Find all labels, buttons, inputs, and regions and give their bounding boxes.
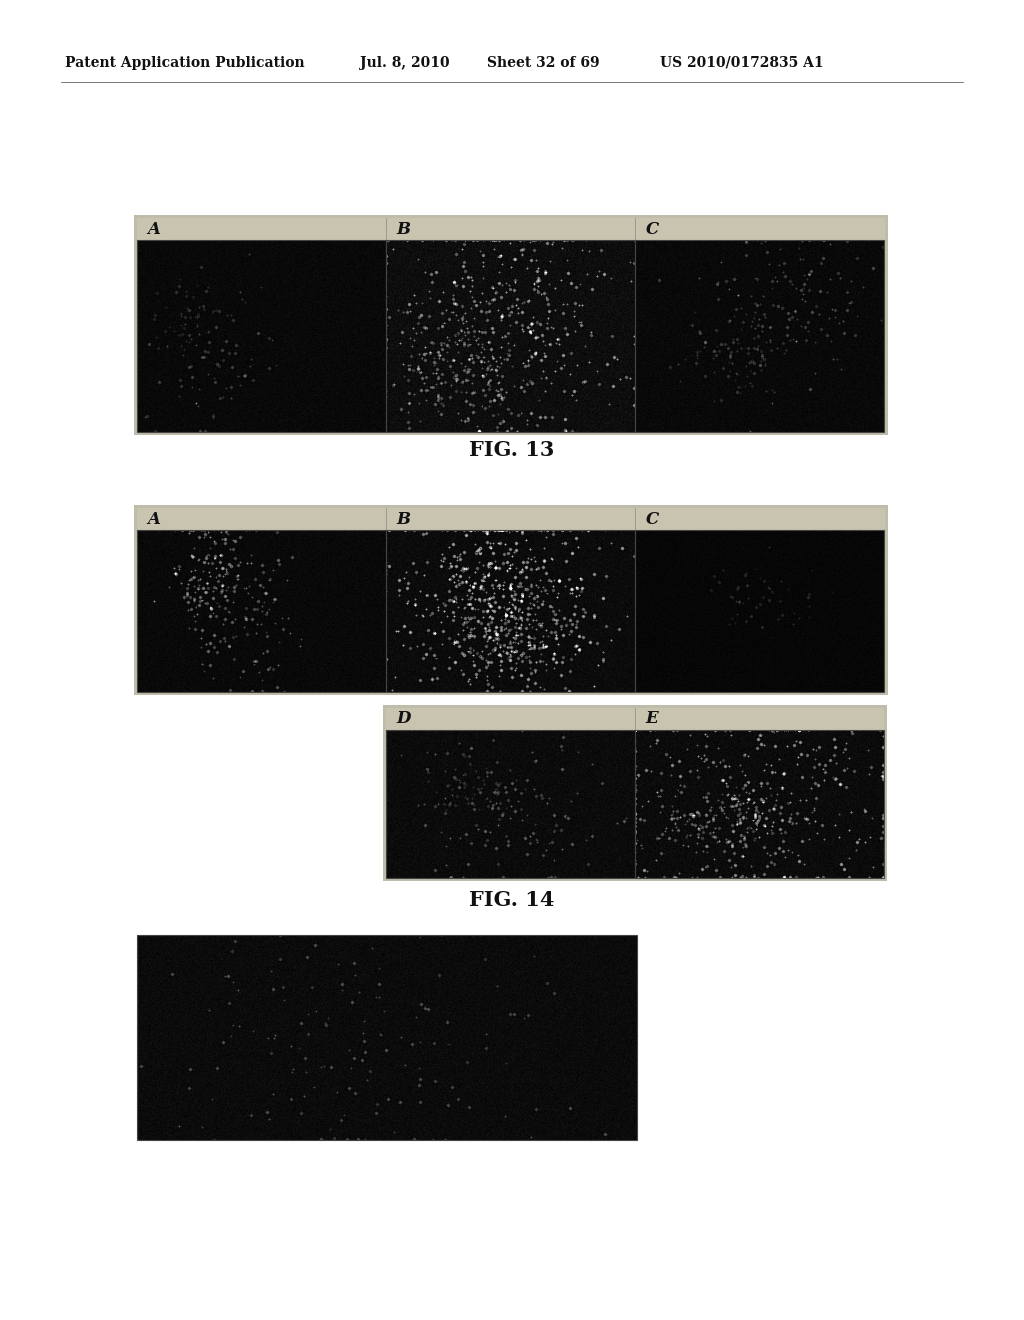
Bar — [137, 218, 885, 240]
Text: FIG. 14: FIG. 14 — [469, 890, 555, 909]
Bar — [137, 935, 637, 1140]
Text: Patent Application Publication: Patent Application Publication — [65, 55, 304, 70]
Bar — [134, 215, 888, 436]
Text: A: A — [147, 220, 160, 238]
Bar — [635, 240, 884, 432]
Bar — [137, 531, 386, 692]
Bar — [383, 705, 887, 880]
Bar — [386, 240, 635, 432]
Bar — [386, 730, 635, 878]
Bar — [134, 506, 888, 696]
Text: A: A — [147, 511, 160, 528]
Text: C: C — [646, 220, 659, 238]
Text: C: C — [646, 511, 659, 528]
Text: D: D — [396, 710, 411, 727]
Bar — [386, 531, 635, 692]
Text: US 2010/0172835 A1: US 2010/0172835 A1 — [660, 55, 823, 70]
Text: B: B — [396, 220, 411, 238]
Text: Sheet 32 of 69: Sheet 32 of 69 — [487, 55, 600, 70]
Text: B: B — [396, 511, 411, 528]
Bar — [137, 240, 386, 432]
Bar — [386, 708, 884, 730]
Text: E: E — [645, 710, 657, 727]
Bar — [137, 508, 885, 531]
Text: FIG. 13: FIG. 13 — [469, 440, 555, 459]
Bar — [635, 730, 884, 878]
Text: Jul. 8, 2010: Jul. 8, 2010 — [360, 55, 450, 70]
Bar — [635, 531, 884, 692]
